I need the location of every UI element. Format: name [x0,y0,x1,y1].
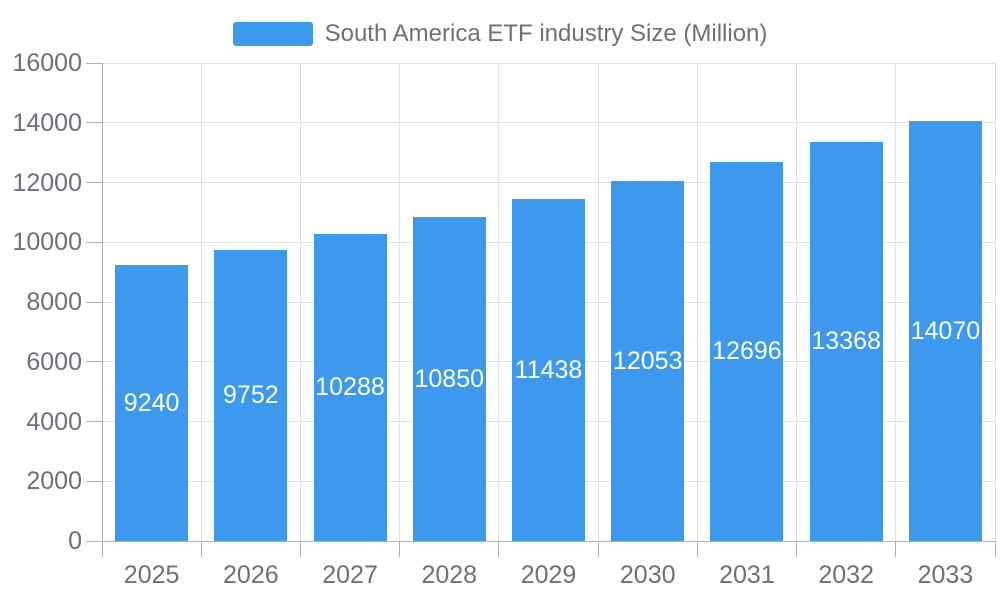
bar-value-label: 10850 [414,364,485,393]
y-axis-label: 8000 [26,288,82,316]
x-axis-tick [399,541,401,557]
v-gridline [200,63,202,541]
v-gridline [994,63,996,541]
legend-label: South America ETF industry Size (Million… [324,20,768,47]
x-axis-tick [101,541,103,557]
y-axis-tick [86,480,102,482]
bar: 13368 [809,141,883,541]
x-axis-tick [696,541,698,557]
x-axis-label: 2028 [421,561,478,589]
x-axis-label: 2025 [123,561,180,589]
y-axis-label: 2000 [26,467,82,496]
y-axis-tick [86,361,102,363]
v-gridline [895,63,897,541]
bar: 10288 [313,233,387,541]
x-axis-label: 2033 [917,561,974,589]
y-axis-tick [86,421,102,422]
y-axis-label: 4000 [26,407,82,436]
y-axis-line [101,63,103,541]
bar-value-label: 10288 [315,373,385,402]
x-axis-label: 2031 [719,561,775,589]
x-axis-label: 2030 [619,561,676,589]
bar-value-label: 11438 [514,356,583,385]
y-axis-tick [86,540,102,542]
bar: 11438 [512,199,585,541]
bar-value-label: 9752 [223,381,279,410]
x-axis-tick [895,541,897,557]
bar: 14070 [908,120,982,541]
h-gridline [102,122,995,124]
h-gridline [102,182,995,183]
bar: 9240 [115,264,189,541]
y-axis-tick [86,301,102,303]
y-axis-label: 0 [68,527,82,555]
v-gridline [299,63,301,541]
x-axis-tick [597,541,599,557]
x-axis-tick [299,541,301,557]
bar: 12696 [710,161,784,541]
legend-swatch [232,22,313,46]
y-axis-tick [86,62,102,64]
y-axis-label: 16000 [12,49,82,77]
x-axis-tick [994,541,996,557]
v-gridline [796,63,798,541]
x-axis-label: 2027 [322,561,378,589]
bar-value-label: 12696 [712,337,782,366]
x-axis-label: 2029 [520,561,577,589]
v-gridline [498,63,500,541]
y-axis-label: 14000 [12,108,82,137]
x-axis-tick [796,541,798,557]
y-axis-label: 6000 [26,347,82,376]
chart-legend[interactable]: South America ETF industry Size (Million… [0,21,1000,47]
x-axis-label: 2032 [818,561,874,589]
bar-value-label: 12053 [612,346,683,375]
bar: 10850 [412,216,486,541]
v-gridline [597,63,599,541]
y-axis-tick [86,122,102,124]
v-gridline [399,63,401,541]
y-axis-tick [86,241,102,243]
y-axis-label: 10000 [12,228,82,257]
x-axis-line [102,540,995,542]
y-axis-tick [86,182,102,183]
x-axis-tick [498,541,500,557]
bar-value-label: 13368 [811,327,881,356]
h-gridline [102,62,995,64]
bar-value-label: 14070 [910,316,981,345]
x-axis-label: 2026 [223,561,279,589]
bar: 12053 [611,180,685,541]
v-gridline [696,63,698,541]
bar: 9752 [214,249,288,541]
x-axis-tick [200,541,202,557]
y-axis-label: 12000 [12,168,82,197]
bar-value-label: 9240 [123,388,180,417]
